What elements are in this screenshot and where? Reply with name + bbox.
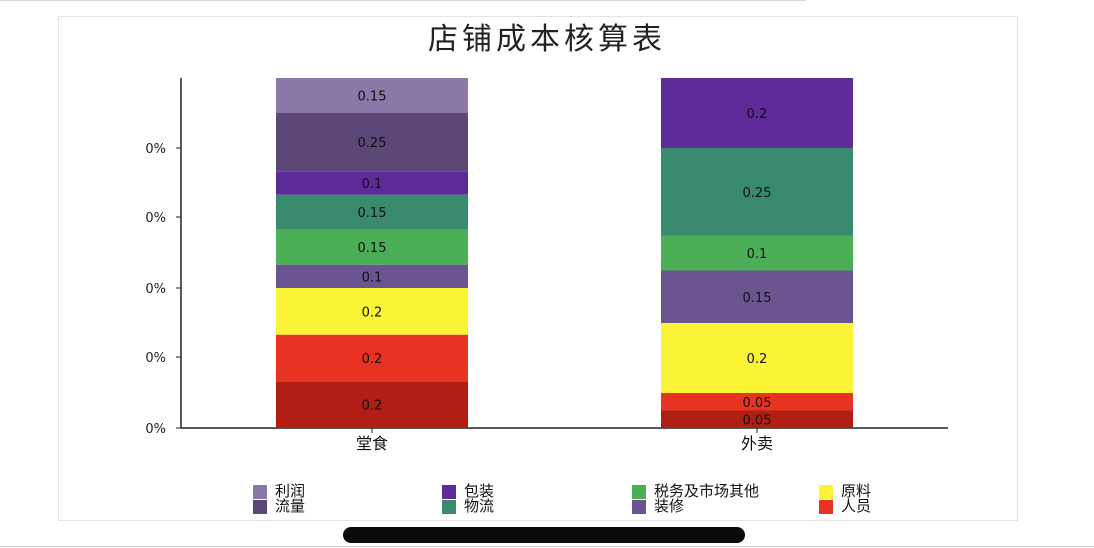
legend-label: 税务及市场其他 xyxy=(654,482,760,500)
bar-value-label: 0.2 xyxy=(747,352,768,367)
bar-value-label: 0.05 xyxy=(743,396,772,411)
bar-segment xyxy=(661,235,853,271)
legend-swatch xyxy=(442,485,456,499)
bar-segment xyxy=(661,148,853,236)
legend-swatch xyxy=(819,500,833,514)
x-category-label: 堂食 xyxy=(356,434,388,453)
bar-value-label: 0.2 xyxy=(362,399,383,414)
legend-label: 原料 xyxy=(841,482,872,500)
bar-value-label: 0.2 xyxy=(362,352,383,367)
y-tick-label: 0% xyxy=(145,142,166,157)
legend-swatch xyxy=(632,485,646,499)
legend-swatch xyxy=(442,500,456,514)
bar-segment xyxy=(276,288,468,335)
bar-value-label: 0.05 xyxy=(743,413,772,428)
bar-value-label: 0.25 xyxy=(358,136,387,151)
legend-label: 包装 xyxy=(464,482,495,500)
y-tick-label: 0% xyxy=(145,282,166,297)
bar-segment xyxy=(276,171,468,195)
bar-value-label: 0.15 xyxy=(358,90,387,105)
legend-swatch xyxy=(253,485,267,499)
bar-value-label: 0.1 xyxy=(362,270,383,285)
legend-label: 物流 xyxy=(464,497,495,515)
bar-segment xyxy=(276,334,468,382)
legend-label: 利润 xyxy=(275,482,306,500)
legend-swatch xyxy=(632,500,646,514)
bar-segment xyxy=(276,264,468,288)
y-tick-label: 0% xyxy=(145,211,166,226)
y-tick-label: 0% xyxy=(145,351,166,366)
bar-segment xyxy=(276,113,468,172)
bar-value-label: 0.15 xyxy=(358,241,387,256)
bar-segment xyxy=(661,393,853,411)
bar-value-label: 0.1 xyxy=(747,247,768,262)
bottom-divider xyxy=(0,546,1094,547)
bar-value-label: 0.25 xyxy=(743,186,772,201)
bar-segment xyxy=(276,229,468,265)
bar-value-label: 0.15 xyxy=(358,206,387,221)
bar-segment xyxy=(661,410,853,428)
home-indicator[interactable] xyxy=(343,527,745,543)
legend-label: 装修 xyxy=(654,497,685,515)
legend-swatch xyxy=(819,485,833,499)
bar-segment xyxy=(661,323,853,393)
chart-card xyxy=(58,16,1018,521)
bar-value-label: 0.15 xyxy=(743,291,772,306)
bar-value-label: 0.2 xyxy=(747,107,768,122)
bar-segment xyxy=(276,78,468,113)
legend-label: 流量 xyxy=(275,497,306,515)
legend-swatch xyxy=(253,500,267,514)
bar-value-label: 0.2 xyxy=(362,305,383,320)
x-category-label: 外卖 xyxy=(741,434,773,453)
bar-segment xyxy=(661,270,853,323)
legend-label: 人员 xyxy=(841,497,872,515)
chart-title: 店铺成本核算表 xyxy=(428,22,666,57)
bar-segment xyxy=(661,78,853,148)
bar-value-label: 0.1 xyxy=(362,177,383,192)
top-divider xyxy=(0,0,806,1)
y-tick-label: 0% xyxy=(145,422,166,437)
bar-segment xyxy=(276,381,468,428)
bar-segment xyxy=(276,194,468,230)
